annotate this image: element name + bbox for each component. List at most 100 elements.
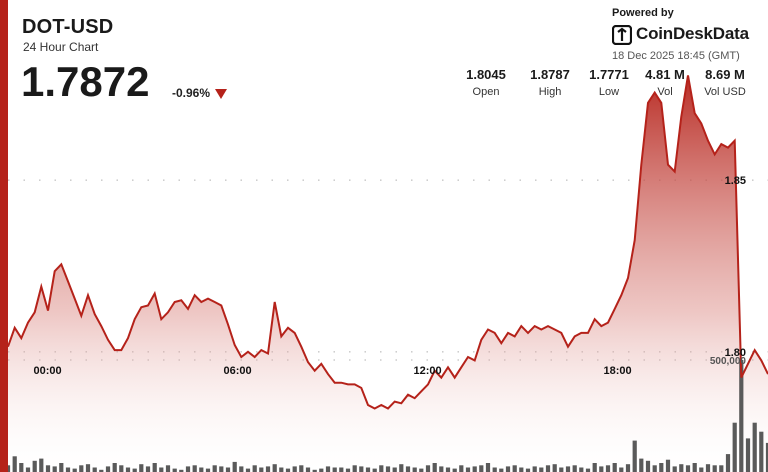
price-line — [7, 75, 768, 410]
volume-bar — [725, 454, 731, 472]
volume-bar — [125, 467, 131, 472]
volume-bar — [312, 469, 317, 472]
volume-bar — [25, 467, 31, 472]
volume-bar — [732, 422, 737, 472]
volume-bar — [85, 464, 91, 472]
stat-high-value: 1.8787 — [530, 67, 570, 82]
volume-bar — [325, 466, 331, 472]
volume-bar — [765, 442, 768, 472]
volume-bar — [39, 458, 44, 472]
y-tick-label-0: 1.85 — [725, 175, 746, 187]
volume-bar — [292, 466, 297, 472]
volume-bar — [425, 465, 431, 472]
volume-bar — [372, 468, 377, 472]
volume-bar — [245, 468, 251, 472]
volume-bar — [145, 466, 151, 472]
volume-bar — [605, 465, 611, 472]
volume-bar — [112, 463, 117, 472]
volume-bar — [439, 466, 444, 472]
volume-bar — [745, 438, 751, 472]
volume-bar — [199, 467, 204, 472]
volume-bar — [612, 463, 617, 472]
volume-bar — [279, 467, 284, 472]
volume-bar — [79, 465, 84, 472]
volume-bar — [479, 465, 484, 472]
volume-bar — [365, 467, 371, 472]
volume-bar — [132, 468, 137, 472]
volume-bar — [759, 431, 764, 472]
volume-bar — [265, 466, 271, 472]
brand-name: CoinDeskData — [636, 24, 749, 43]
volume-bar — [65, 467, 71, 472]
volume-bar — [639, 458, 644, 472]
pair-symbol: DOT-USD — [22, 16, 114, 38]
volume-bar — [19, 463, 24, 472]
volume-bar — [432, 463, 437, 472]
accent-rule — [0, 0, 8, 472]
y-tick-label-1: 1.80 — [725, 347, 746, 359]
x-tick-label-1: 06:00 — [224, 365, 252, 377]
volume-bar — [545, 465, 551, 472]
volume-bar — [699, 467, 704, 472]
volume-bar — [332, 467, 337, 472]
volume-bar — [179, 469, 184, 472]
volume-bar — [212, 465, 217, 472]
volume-bar — [505, 466, 511, 472]
volume-bar — [752, 422, 757, 472]
volume-bar — [692, 463, 697, 472]
stat-vol-label: Vol — [657, 86, 673, 98]
volume-bar — [52, 466, 57, 472]
volume-bar — [239, 466, 244, 472]
volume-bar — [399, 464, 404, 472]
volume-bar — [359, 466, 364, 472]
volume-bar — [45, 465, 51, 472]
volume-bar — [452, 468, 457, 472]
price-area — [8, 75, 768, 472]
volume-bar — [385, 466, 391, 472]
stat-vol-usd-label: Vol USD — [704, 86, 746, 98]
volume-bar — [519, 467, 524, 472]
volume-bar — [299, 465, 304, 472]
stat-vol-usd-value: 8.69 M — [705, 67, 745, 82]
volume-bar — [412, 467, 417, 472]
volume-bar — [625, 464, 631, 472]
volume-bar — [252, 465, 257, 472]
volume-bar — [339, 467, 344, 472]
stat-vol: 4.81 M Vol — [630, 67, 700, 98]
volume-bar — [525, 468, 531, 472]
stat-high: 1.8787 High — [515, 67, 585, 98]
volume-bar — [259, 467, 264, 472]
volume-bar — [99, 469, 104, 472]
chart-subtitle: 24 Hour Chart — [23, 40, 99, 54]
volume-bar — [232, 461, 237, 472]
volume-bar — [159, 467, 164, 472]
volume-bar — [565, 466, 571, 472]
volume-bar — [645, 460, 651, 472]
volume-bar — [32, 460, 37, 472]
volume-bar — [679, 464, 684, 472]
stat-low-label: Low — [598, 86, 620, 98]
volume-bar — [465, 467, 471, 472]
down-arrow-icon — [215, 89, 227, 99]
x-tick-label-0: 00:00 — [34, 365, 62, 377]
stat-vol-usd: 8.69 M Vol USD — [690, 67, 760, 98]
stat-vol-value: 4.81 M — [645, 67, 685, 82]
stat-low: 1.7771 Low — [574, 67, 644, 98]
volume-bar — [352, 465, 357, 472]
volume-bar — [119, 465, 124, 472]
volume-bar — [285, 468, 291, 472]
volume-bar — [5, 465, 11, 472]
volume-bar — [72, 468, 77, 472]
volume-bar — [165, 465, 171, 472]
volume-bar — [445, 467, 451, 472]
volume-bar — [152, 463, 157, 472]
price-change: -0.96% — [172, 86, 211, 100]
volume-bar — [472, 466, 477, 472]
stat-open-value: 1.8045 — [466, 67, 506, 82]
volume-bar — [619, 467, 624, 472]
volume-bar — [319, 468, 324, 472]
current-price: 1.7872 — [21, 58, 150, 105]
volume-bars — [5, 360, 768, 472]
volume-bar — [272, 464, 277, 472]
volume-bar — [572, 465, 577, 472]
